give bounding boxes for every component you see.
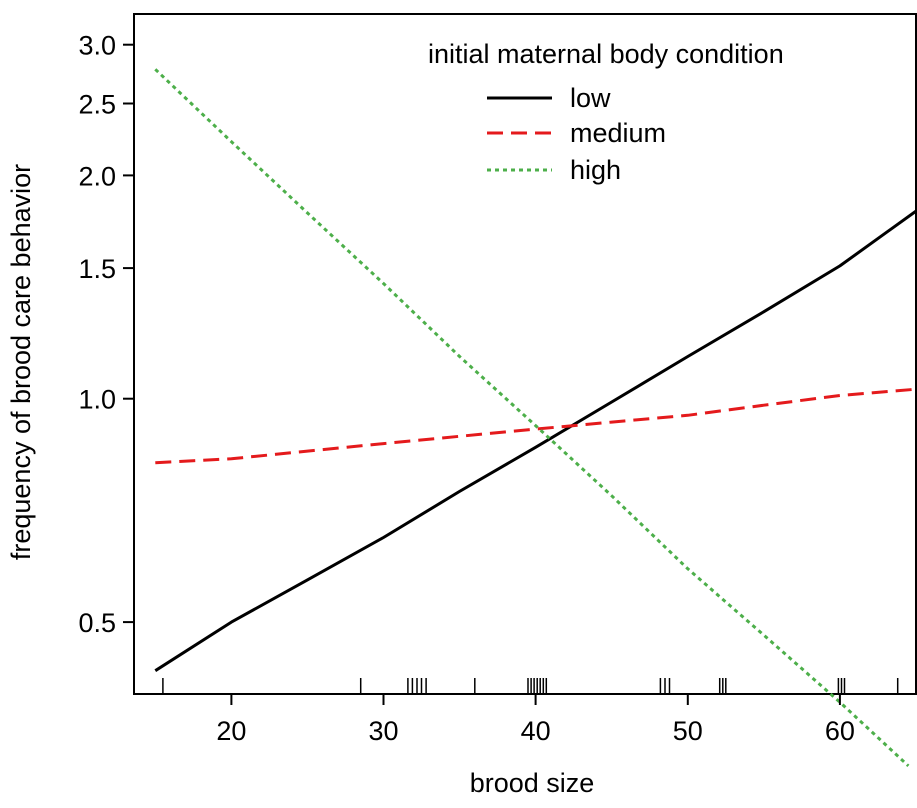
y-tick-label: 1.5 <box>78 254 116 284</box>
series-line-high <box>154 68 910 767</box>
plot-frame <box>133 13 917 695</box>
series-layer <box>154 68 917 767</box>
x-tick-label: 30 <box>368 716 398 746</box>
y-tick-label: 3.0 <box>78 31 116 61</box>
y-tick-label: 2.0 <box>78 161 116 191</box>
x-tick-label: 40 <box>521 716 551 746</box>
legend-label-medium: medium <box>570 118 666 148</box>
rug-layer <box>162 678 899 694</box>
legend: initial maternal body condition low medi… <box>428 39 784 185</box>
y-axis: 0.5 1.0 1.5 2.0 2.5 3.0 <box>78 31 134 638</box>
legend-title: initial maternal body condition <box>428 39 784 69</box>
y-tick-label: 0.5 <box>78 608 116 638</box>
series-line-medium <box>155 387 917 465</box>
y-tick-label: 2.5 <box>78 90 116 120</box>
x-axis: 20 30 40 50 60 <box>216 694 855 746</box>
x-tick-label: 20 <box>216 716 246 746</box>
legend-label-low: low <box>570 83 611 113</box>
x-tick-label: 50 <box>673 716 703 746</box>
series-line-low <box>154 209 917 672</box>
legend-label-high: high <box>570 155 621 185</box>
y-tick-label: 1.0 <box>78 385 116 415</box>
x-axis-label: brood size <box>470 768 595 798</box>
x-tick-label: 60 <box>825 716 855 746</box>
y-axis-label: frequency of brood care behavior <box>6 164 36 560</box>
